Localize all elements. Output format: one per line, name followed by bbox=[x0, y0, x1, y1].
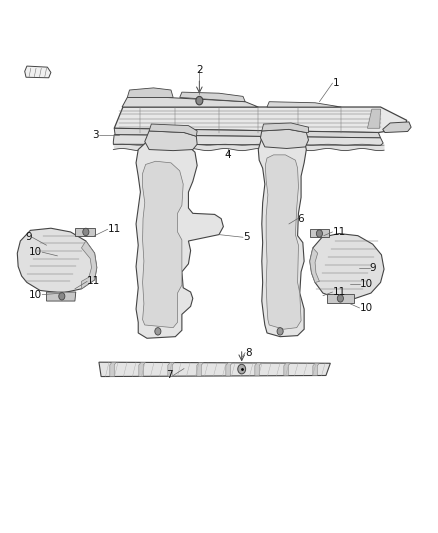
Text: 4: 4 bbox=[224, 150, 231, 160]
Text: 9: 9 bbox=[370, 263, 376, 272]
Polygon shape bbox=[81, 241, 97, 289]
Polygon shape bbox=[197, 362, 203, 376]
Text: 10: 10 bbox=[360, 303, 373, 313]
Polygon shape bbox=[143, 161, 183, 328]
Text: 11: 11 bbox=[332, 287, 346, 297]
Polygon shape bbox=[113, 135, 383, 146]
Polygon shape bbox=[75, 228, 95, 236]
Polygon shape bbox=[383, 122, 411, 133]
Circle shape bbox=[196, 96, 203, 105]
Polygon shape bbox=[114, 107, 407, 133]
Circle shape bbox=[155, 328, 161, 335]
Text: 9: 9 bbox=[25, 232, 32, 243]
Polygon shape bbox=[267, 102, 341, 107]
Circle shape bbox=[83, 228, 89, 236]
Polygon shape bbox=[255, 363, 261, 376]
Polygon shape bbox=[127, 88, 173, 98]
Polygon shape bbox=[310, 248, 319, 282]
Bar bbox=[134, 110, 143, 115]
Circle shape bbox=[59, 293, 65, 300]
Polygon shape bbox=[122, 98, 258, 107]
Polygon shape bbox=[46, 292, 76, 301]
Polygon shape bbox=[25, 66, 51, 78]
Text: 1: 1 bbox=[332, 78, 339, 88]
Polygon shape bbox=[258, 134, 306, 337]
Polygon shape bbox=[99, 362, 330, 376]
Text: 11: 11 bbox=[108, 224, 121, 235]
Polygon shape bbox=[149, 124, 197, 136]
Text: 11: 11 bbox=[332, 227, 346, 237]
Circle shape bbox=[337, 295, 343, 302]
Polygon shape bbox=[265, 155, 301, 329]
Circle shape bbox=[238, 365, 246, 374]
Polygon shape bbox=[327, 294, 354, 303]
Polygon shape bbox=[136, 139, 223, 338]
Text: 8: 8 bbox=[245, 348, 252, 358]
Text: 10: 10 bbox=[29, 289, 42, 300]
Text: 10: 10 bbox=[29, 247, 42, 257]
Text: 5: 5 bbox=[243, 232, 250, 243]
Polygon shape bbox=[284, 363, 290, 376]
Polygon shape bbox=[310, 229, 329, 237]
Polygon shape bbox=[180, 92, 245, 102]
Polygon shape bbox=[139, 362, 145, 376]
Polygon shape bbox=[168, 362, 174, 376]
Bar bbox=[169, 110, 177, 115]
Text: 6: 6 bbox=[297, 214, 304, 224]
Circle shape bbox=[277, 328, 283, 335]
Text: 11: 11 bbox=[87, 277, 100, 286]
Text: 3: 3 bbox=[92, 130, 99, 140]
Polygon shape bbox=[367, 109, 381, 128]
Text: 2: 2 bbox=[196, 65, 203, 75]
Polygon shape bbox=[313, 363, 319, 376]
Polygon shape bbox=[110, 362, 117, 376]
Circle shape bbox=[316, 230, 322, 237]
Polygon shape bbox=[226, 363, 233, 376]
Text: 10: 10 bbox=[360, 279, 373, 288]
Polygon shape bbox=[17, 228, 97, 293]
Polygon shape bbox=[261, 130, 308, 149]
Polygon shape bbox=[310, 233, 384, 298]
Polygon shape bbox=[145, 131, 197, 151]
Text: 7: 7 bbox=[166, 370, 173, 381]
Polygon shape bbox=[262, 123, 308, 133]
Polygon shape bbox=[114, 128, 381, 138]
